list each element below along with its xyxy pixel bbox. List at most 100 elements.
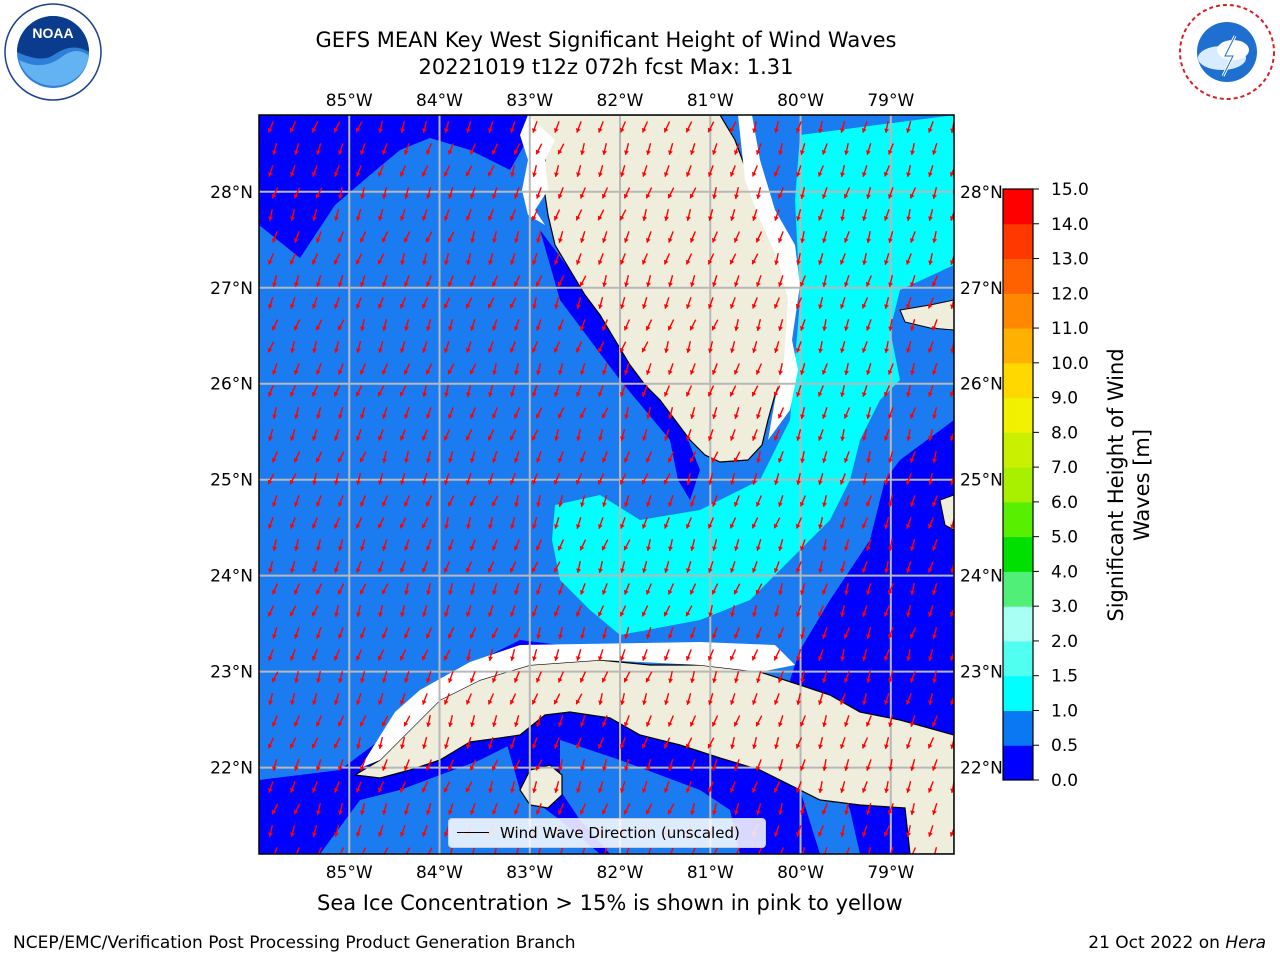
wave-arrow-head xyxy=(624,150,629,155)
wave-arrow-head xyxy=(514,854,519,859)
wave-arrow xyxy=(559,847,564,854)
wave-arrow-head xyxy=(752,216,757,221)
wave-arrow-head xyxy=(733,237,739,243)
wave-arrow-head xyxy=(646,546,652,551)
wave-arrow-head xyxy=(909,413,915,419)
map-frame xyxy=(258,114,955,855)
wave-arrow-head xyxy=(492,370,498,375)
wave-arrow-head xyxy=(773,391,779,397)
wave-arrow-head xyxy=(840,392,845,397)
wave-arrow-head xyxy=(488,744,493,749)
wave-arrow-head xyxy=(312,700,317,705)
wave-arrow-head xyxy=(447,633,453,639)
wave-arrow-head xyxy=(404,458,409,463)
wave-arrow-head xyxy=(844,766,849,771)
wave-arrow-head xyxy=(601,545,607,551)
wave-arrow-head xyxy=(840,788,845,793)
wave-arrow-head xyxy=(531,744,537,749)
wave-arrow-head xyxy=(426,326,431,331)
wave-arrow-head xyxy=(906,128,911,133)
wave-arrow-head xyxy=(620,700,625,705)
wave-arrow-head xyxy=(884,480,889,485)
colorbar-tick-label: 1.0 xyxy=(1051,701,1078,721)
wave-arrow-head xyxy=(950,788,954,793)
wave-arrow-head xyxy=(928,436,933,441)
wave-arrow-head xyxy=(840,128,845,133)
wave-arrow-head xyxy=(579,457,585,463)
wave-arrow-head xyxy=(910,502,915,507)
wave-arrow-head xyxy=(575,347,581,353)
wave-arrow-head xyxy=(844,282,849,287)
wave-arrow-head xyxy=(624,282,629,287)
wave-arrow-head xyxy=(444,744,449,749)
wave-arrow-head xyxy=(685,611,691,617)
wave-arrow-head xyxy=(426,678,431,683)
wave-arrow-head xyxy=(492,238,497,243)
wave-arrow-head xyxy=(509,303,515,309)
wave-arrow-head xyxy=(707,523,713,529)
wave-arrow-head xyxy=(667,237,673,243)
wave-arrow-head xyxy=(839,524,845,529)
wave-arrow-head xyxy=(689,721,695,727)
wave-arrow-head xyxy=(844,722,849,727)
wave-arrow-head xyxy=(448,458,453,463)
wave-arrow-head xyxy=(448,810,453,815)
wave-arrow-head xyxy=(778,502,783,507)
wave-arrow-head xyxy=(685,391,691,397)
wave-arrow-head xyxy=(883,391,889,397)
wave-arrow-head xyxy=(399,523,405,529)
wave-arrow xyxy=(845,847,851,854)
wave-arrow xyxy=(494,847,498,854)
wave-arrow-head xyxy=(268,304,273,309)
wave-arrow-head xyxy=(910,282,915,287)
wave-arrow-head xyxy=(711,766,717,771)
wave-arrow-head xyxy=(271,457,277,463)
wave-arrow-head xyxy=(624,502,629,507)
colorbar-tick-label: 3.0 xyxy=(1051,597,1078,617)
wave-arrow-head xyxy=(641,656,647,661)
wave-arrow-head xyxy=(447,281,453,287)
wave-arrow-head xyxy=(642,436,647,441)
wave-arrow-head xyxy=(443,216,449,221)
wave-arrow-head xyxy=(712,282,717,287)
wave-arrow-head xyxy=(315,237,321,243)
wave-arrow-head xyxy=(422,744,427,749)
lat-label: 23°N xyxy=(210,663,253,683)
colorbar-frame xyxy=(1002,188,1034,781)
wave-arrow-head xyxy=(491,677,497,683)
wave-arrow-head xyxy=(356,612,361,617)
wave-arrow-head xyxy=(443,435,449,441)
wave-arrow-head xyxy=(426,194,431,199)
wave-arrow-head xyxy=(509,479,515,485)
wave-arrow-head xyxy=(289,391,295,397)
wave-arrow-head xyxy=(778,546,783,551)
chart-subtitle: 20221019 t12z 072h fcst Max: 1.31 xyxy=(418,55,794,79)
wave-arrow-head xyxy=(906,348,911,353)
colorbar-segment xyxy=(1003,397,1033,433)
wave-arrow-head xyxy=(795,303,801,309)
wave-arrow-head xyxy=(800,634,805,639)
wave-arrow-head xyxy=(554,172,559,177)
colorbar-tick-label: 7.0 xyxy=(1051,458,1078,478)
wave-arrow-head xyxy=(708,700,713,705)
wave-arrow-head xyxy=(510,392,515,397)
wave-arrow-head xyxy=(377,787,383,793)
wave-arrow-head xyxy=(491,194,497,199)
colorbar-tick-label: 5.0 xyxy=(1051,528,1078,548)
wave-arrow-head xyxy=(312,216,317,221)
lat-label: 24°N xyxy=(210,567,253,587)
wave-arrow-head xyxy=(532,260,537,265)
wave-arrow xyxy=(472,846,476,854)
wave-arrow-head xyxy=(667,809,673,815)
wave-arrow-head xyxy=(469,149,475,155)
wave-arrow-head xyxy=(289,259,295,265)
wave-arrow-head xyxy=(554,788,559,793)
wave-arrow-head xyxy=(514,458,519,463)
wave-arrow-head xyxy=(404,326,409,331)
wave-arrow-head xyxy=(597,347,603,353)
wave-arrow-head xyxy=(466,612,471,617)
wave-arrow-head xyxy=(444,480,449,485)
wave-arrow-head xyxy=(377,435,383,441)
wave-arrow-head xyxy=(909,457,915,463)
wave-arrow-head xyxy=(488,788,494,793)
